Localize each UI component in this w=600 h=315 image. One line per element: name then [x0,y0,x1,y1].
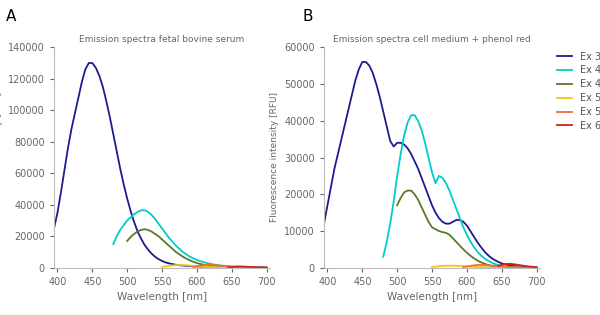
Text: B: B [303,9,314,25]
Legend: Ex 360, Ex 450, Ex 482, Ex 530, Ex 580, Ex 630: Ex 360, Ex 450, Ex 482, Ex 530, Ex 580, … [554,48,600,135]
Text: A: A [6,9,16,25]
X-axis label: Wavelength [nm]: Wavelength [nm] [117,292,207,302]
Title: Emission spectra cell medium + phenol red: Emission spectra cell medium + phenol re… [333,35,531,44]
Title: Emission spectra fetal bovine serum: Emission spectra fetal bovine serum [79,35,245,44]
X-axis label: Wavelength [nm]: Wavelength [nm] [387,292,477,302]
Y-axis label: Fluorescence intensity [RFU]: Fluorescence intensity [RFU] [269,93,278,222]
Y-axis label: Fluorescence intensity [RFU]: Fluorescence intensity [RFU] [0,93,2,222]
